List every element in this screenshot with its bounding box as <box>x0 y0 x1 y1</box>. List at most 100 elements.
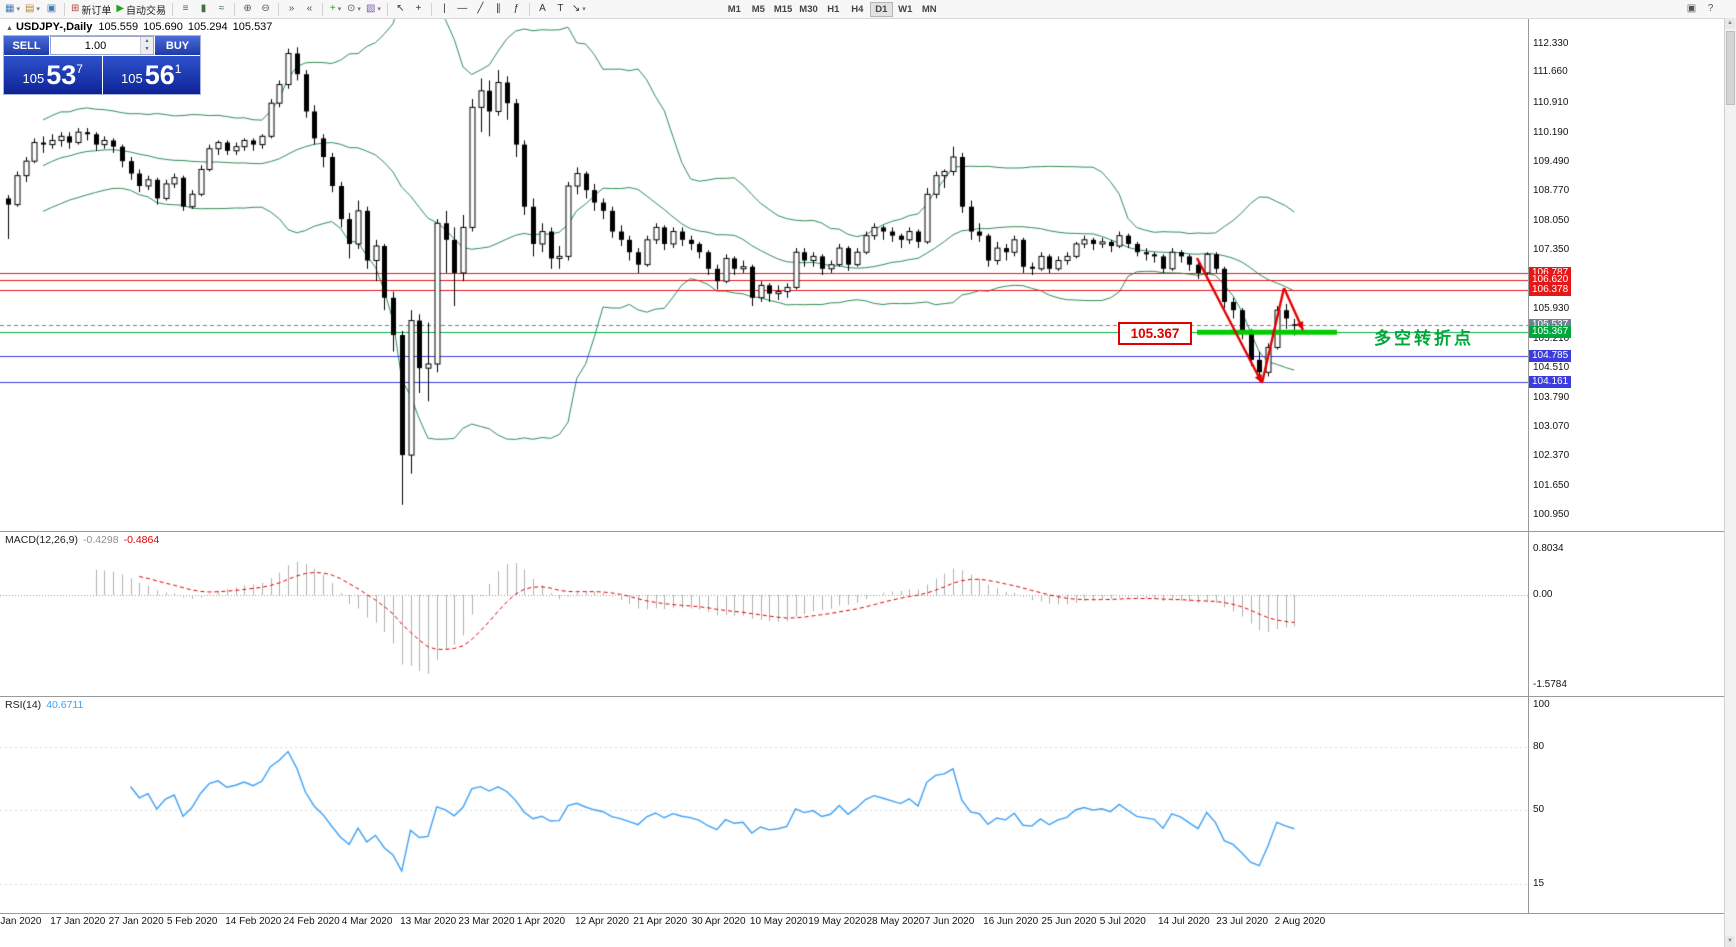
pane-separator[interactable] <box>0 531 1726 532</box>
pane-separator[interactable] <box>0 696 1726 697</box>
volume-input[interactable] <box>51 37 140 54</box>
toolbar-vertical-line-button[interactable]: | <box>436 1 453 17</box>
toolbar-new-chart-button[interactable]: ▦ ▾ <box>3 1 22 17</box>
date-axis-label: 10 May 2020 <box>749 916 808 927</box>
toolbar-separator <box>234 2 236 16</box>
scroll-up-icon[interactable]: ▲ <box>1725 18 1735 29</box>
arrow-tools-dropdown-icon[interactable]: ▾ <box>582 6 586 13</box>
date-axis-label: 12 Apr 2020 <box>575 916 629 927</box>
toolbar-text-button[interactable]: A <box>534 1 551 17</box>
autotrading-icon: ▶ <box>116 3 125 14</box>
toolbar-new-order-button[interactable]: ⊞ 新订单 <box>69 1 113 17</box>
toolbar-main-group: ▦ ▾ ▤ ▾ ▣ ⊞ 新订单 ▶ 自动交易 ≡ ▮ ≈ ⊕ ⊖» «+ ▾ ⊙ ▾ ▧ ▾ ↖ + | — ╱ ∥ ƒ A T ↘ ▾ <box>3 1 709 17</box>
toolbar-autotrading-button[interactable]: ▶ 自动交易 <box>114 1 168 17</box>
price-chart-canvas[interactable] <box>0 18 1528 531</box>
sell-button[interactable]: SELL <box>4 36 49 55</box>
toolbar-data-window-button[interactable]: ▣ <box>1683 1 1700 17</box>
scrollbar-thumb[interactable] <box>1726 31 1735 105</box>
price-axis-label: 110.190 <box>1533 126 1569 138</box>
rsi-title: RSI(14) <box>5 699 42 711</box>
date-axis-label: 28 May 2020 <box>866 916 925 927</box>
toolbar-arrow-tools-button[interactable]: ↘ ▾ <box>570 1 588 17</box>
date-axis-label: 25 Jun 2020 <box>1041 916 1097 927</box>
toolbar-templates-button[interactable]: ▧ ▾ <box>364 1 383 17</box>
volume-down-button[interactable]: ▼ <box>141 45 153 54</box>
toolbar-bar-chart-button[interactable]: ≡ <box>177 1 194 17</box>
bid-big-digits: 53 <box>46 60 77 90</box>
ask-price[interactable]: 105 56 1 <box>102 56 200 94</box>
periods-dropdown-icon[interactable]: ▾ <box>357 6 361 13</box>
scroll-down-icon[interactable]: ▼ <box>1725 936 1735 947</box>
toolbar-periods-button[interactable]: ⊙ ▾ <box>345 1 363 17</box>
toolbar-fibonacci-button[interactable]: ƒ <box>508 1 525 17</box>
toolbar-help-button[interactable]: ? <box>1702 1 1719 17</box>
timeframe-d1-button[interactable]: D1 <box>869 1 893 17</box>
toolbar-line-chart-button[interactable]: ≈ <box>213 1 230 17</box>
new-chart-dropdown-icon[interactable]: ▾ <box>16 6 20 13</box>
toolbar-profiles-button[interactable]: ▤ ▾ <box>23 1 42 17</box>
rsi-indicator-canvas[interactable] <box>0 697 1528 913</box>
one-click-collapse-icon[interactable]: ▲ <box>6 25 13 32</box>
zoom-in-icon: ⊕ <box>243 3 252 14</box>
rsi-axis-label: 80 <box>1533 741 1545 752</box>
timeframe-w1-button[interactable]: W1 <box>894 2 917 17</box>
indicators-dropdown-icon[interactable]: ▾ <box>337 6 342 13</box>
time-axis-separator <box>0 913 1726 914</box>
volume-up-button[interactable]: ▲ <box>141 37 153 46</box>
toolbar-right-group: ▣? <box>1683 1 1719 17</box>
price-axis-label: 108.050 <box>1533 215 1570 227</box>
toolbar-indicators-button[interactable]: + ▾ <box>327 1 344 17</box>
toolbar-auto-scroll-button[interactable]: » <box>283 1 300 17</box>
timeframe-m15-button[interactable]: M15 <box>771 2 795 17</box>
date-axis-label: 7 Jun 2020 <box>924 916 975 927</box>
autotrading-label: 自动交易 <box>126 5 167 17</box>
profiles-dropdown-icon[interactable]: ▾ <box>36 6 40 13</box>
toolbar-chart-shift-button[interactable]: « <box>301 1 318 17</box>
bid-pip-digit: 7 <box>76 61 83 76</box>
toolbar-zoom-in-button[interactable]: ⊕ <box>239 1 256 17</box>
toolbar-trendline-button[interactable]: ╱ <box>472 1 489 17</box>
chart-window-icon: ▣ <box>46 3 57 14</box>
macd-indicator-canvas[interactable] <box>0 532 1528 696</box>
date-axis-label: 16 Jun 2020 <box>983 916 1039 927</box>
templates-dropdown-icon[interactable]: ▾ <box>377 6 381 13</box>
toolbar-channel-button[interactable]: ∥ <box>490 1 507 17</box>
toolbar-candlestick-chart-button[interactable]: ▮ <box>195 1 212 17</box>
timeframe-h1-button[interactable]: H1 <box>822 2 845 17</box>
symbol-period-label: USDJPY-,Daily <box>15 21 93 33</box>
toolbar-horizontal-line-button[interactable]: — <box>454 1 471 17</box>
channel-icon: ∥ <box>495 3 501 14</box>
buy-button[interactable]: BUY <box>155 36 200 55</box>
macd-title: MACD(12,26,9) <box>5 534 78 546</box>
price-axis-label: 100.950 <box>1533 509 1570 521</box>
horizontal-line-icon: — <box>457 3 468 14</box>
date-axis-label: 19 May 2020 <box>808 916 867 927</box>
macd-label: MACD(12,26,9) -0.4298 -0.4864 <box>5 534 159 546</box>
timeframe-m5-button[interactable]: M5 <box>747 2 770 17</box>
price-axis-label: 103.070 <box>1533 421 1570 433</box>
date-axis-label: 1 Apr 2020 <box>516 916 566 927</box>
toolbar-separator <box>430 2 432 16</box>
timeframe-m30-button[interactable]: M30 <box>796 2 820 17</box>
chart-shift-icon: « <box>306 3 313 14</box>
data-window-icon: ▣ <box>1686 3 1697 14</box>
vertical-scrollbar[interactable]: ▲ ▼ <box>1724 18 1736 947</box>
toolbar-zoom-out-button[interactable]: ⊖ <box>257 1 274 17</box>
price-level-callout[interactable]: 105.367 <box>1118 322 1192 345</box>
timeframe-mn-button[interactable]: MN <box>918 2 941 17</box>
timeframe-h4-button[interactable]: H4 <box>846 2 869 17</box>
fibonacci-icon: ƒ <box>513 3 520 14</box>
toolbar-crosshair-button[interactable]: + <box>410 1 427 17</box>
rsi-axis-label: 100 <box>1533 699 1550 710</box>
periods-icon: ⊙ <box>347 3 356 14</box>
toolbar-text-label-button[interactable]: T <box>552 1 569 17</box>
timeframe-m1-button[interactable]: M1 <box>723 2 746 17</box>
date-axis-label: 13 Mar 2020 <box>400 916 457 927</box>
help-icon: ? <box>1707 3 1714 14</box>
turning-point-annotation[interactable]: 多空转折点 <box>1374 329 1474 348</box>
candlestick-chart-icon: ▮ <box>200 3 207 14</box>
toolbar-chart-window-button[interactable]: ▣ <box>43 1 60 17</box>
bid-price[interactable]: 105 53 7 <box>4 56 102 94</box>
toolbar-cursor-button[interactable]: ↖ <box>392 1 409 17</box>
